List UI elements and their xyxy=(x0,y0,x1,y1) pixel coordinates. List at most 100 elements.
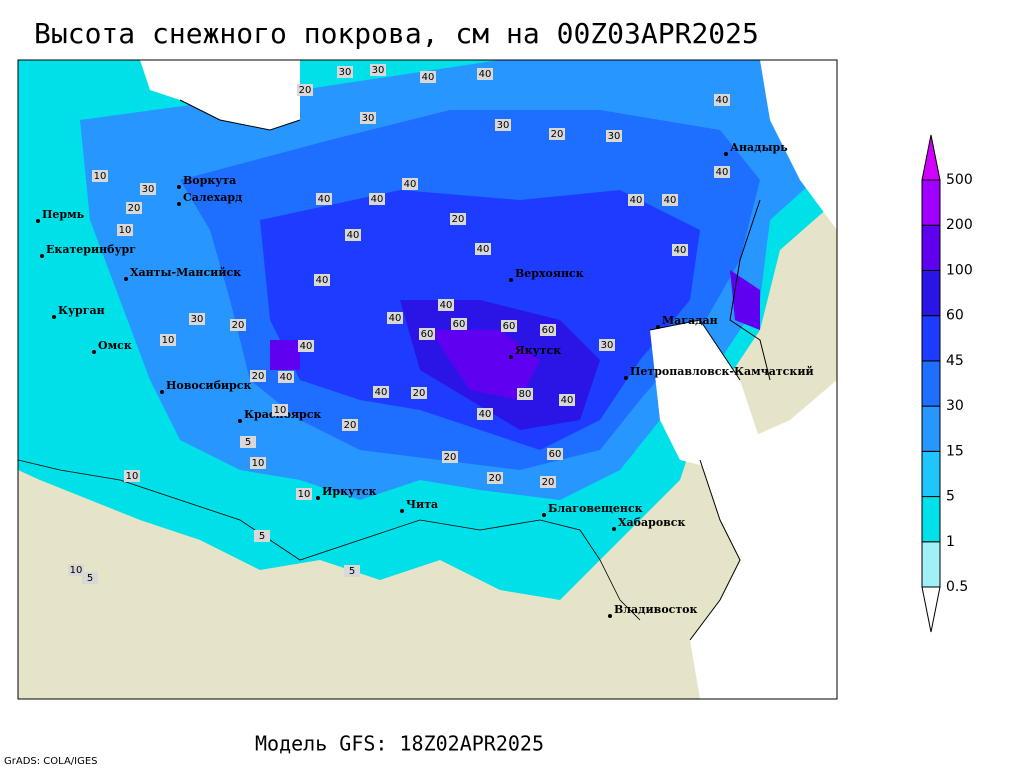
contour-label-bg xyxy=(599,339,615,351)
contour-label-bg xyxy=(420,71,436,83)
contour-label-bg xyxy=(124,470,140,482)
contour-label: 5 xyxy=(349,566,355,577)
contour-label-bg xyxy=(402,178,418,190)
city-label: Анадырь xyxy=(730,141,788,154)
colorbar-label: 15 xyxy=(946,443,964,459)
contour-label: 10 xyxy=(252,458,265,469)
contour-label-bg xyxy=(298,340,314,352)
contour-label: 10 xyxy=(298,489,311,500)
contour-label-bg xyxy=(540,476,556,488)
city-label: Петропавловск-Камчатский xyxy=(630,365,814,378)
city-dot xyxy=(316,496,320,500)
colorbar-box xyxy=(921,224,941,271)
contour-label: 60 xyxy=(503,321,516,332)
contour-label: 5 xyxy=(245,437,251,448)
contour-label-bg xyxy=(438,299,454,311)
contour-label: 30 xyxy=(497,120,510,131)
city-label: Новосибирск xyxy=(166,379,251,392)
contour-label-bg xyxy=(369,193,385,205)
contour-label: 60 xyxy=(421,329,434,340)
colorbar-label: 60 xyxy=(946,308,964,324)
colorbar-triangle xyxy=(921,134,941,181)
contour-label: 20 xyxy=(444,452,457,463)
colorbar-label: 45 xyxy=(946,353,964,369)
contour-label: 60 xyxy=(542,325,555,336)
contour-label-bg xyxy=(475,243,491,255)
contour-label-bg xyxy=(517,388,533,400)
contour-label: 40 xyxy=(422,72,435,83)
contour-label-bg xyxy=(68,564,84,576)
contour-label-bg xyxy=(549,128,565,140)
city-label: Омск xyxy=(98,339,132,352)
contour-label-bg xyxy=(360,112,376,124)
contour-label-bg xyxy=(450,213,466,225)
city-dot xyxy=(124,277,128,281)
contour-label: 5 xyxy=(259,531,265,542)
contour-label-bg xyxy=(373,386,389,398)
contour-label-bg xyxy=(477,408,493,420)
contour-label: 40 xyxy=(561,395,574,406)
city-label: Салехард xyxy=(183,191,242,204)
contour-label: 5 xyxy=(87,573,93,584)
contour-label-bg xyxy=(160,334,176,346)
colorbar-label: 5 xyxy=(946,489,955,505)
contour-label: 30 xyxy=(601,340,614,351)
contour-label-bg xyxy=(296,488,312,500)
contour-label: 40 xyxy=(316,275,329,286)
contour-label: 60 xyxy=(453,319,466,330)
contour-label-bg xyxy=(714,94,730,106)
colorbar-box xyxy=(921,496,941,543)
contour-label: 80 xyxy=(519,389,532,400)
city-label: Екатеринбург xyxy=(46,243,136,256)
contour-label: 10 xyxy=(119,225,132,236)
contour-label: 40 xyxy=(371,194,384,205)
contour-label: 20 xyxy=(232,320,245,331)
contour-label: 60 xyxy=(549,449,562,460)
contour-label-bg xyxy=(442,451,458,463)
contour-label: 40 xyxy=(479,409,492,420)
contour-label-bg xyxy=(451,318,467,330)
contour-label: 40 xyxy=(318,194,331,205)
city-dot xyxy=(238,419,242,423)
contour-label-bg xyxy=(117,224,133,236)
contour-label-bg xyxy=(606,130,622,142)
contour-label-bg xyxy=(316,193,332,205)
city-dot xyxy=(509,278,513,282)
colorbar-box xyxy=(921,450,941,498)
contour-label: 10 xyxy=(70,565,83,576)
colorbar-box xyxy=(921,269,941,317)
city-label: Верхоянск xyxy=(515,267,584,280)
contour-label: 20 xyxy=(551,129,564,140)
contour-label: 30 xyxy=(142,184,155,195)
contour-label: 30 xyxy=(362,113,375,124)
city-label: Чита xyxy=(406,498,438,511)
contour-label: 40 xyxy=(674,245,687,256)
contour-label-bg xyxy=(662,194,678,206)
contour-label-bg xyxy=(337,66,353,78)
contour-label: 30 xyxy=(191,314,204,325)
city-label: Ханты-Мансийск xyxy=(130,266,241,279)
contour-label-bg xyxy=(387,312,403,324)
contour-label: 30 xyxy=(339,67,352,78)
city-dot xyxy=(608,614,612,618)
contour-label: 20 xyxy=(344,420,357,431)
map xyxy=(18,60,837,699)
model-label: Модель GFS: 18Z02APR2025 xyxy=(255,732,544,756)
contour-label-bg xyxy=(254,530,270,542)
contour-label: 10 xyxy=(94,171,107,182)
city-dot xyxy=(177,185,181,189)
city-label: Пермь xyxy=(42,208,85,221)
contour-label: 40 xyxy=(479,69,492,80)
contour-label: 40 xyxy=(664,195,677,206)
contour-label-bg xyxy=(250,370,266,382)
city-dot xyxy=(624,376,628,380)
contour-label-bg xyxy=(495,119,511,131)
contour-label-bg xyxy=(342,419,358,431)
contour-label-bg xyxy=(477,68,493,80)
contour-label-bg xyxy=(126,202,142,214)
city-label: Курган xyxy=(58,304,105,317)
contour-label: 20 xyxy=(452,214,465,225)
city-dot xyxy=(612,527,616,531)
contour-label: 10 xyxy=(274,405,287,416)
